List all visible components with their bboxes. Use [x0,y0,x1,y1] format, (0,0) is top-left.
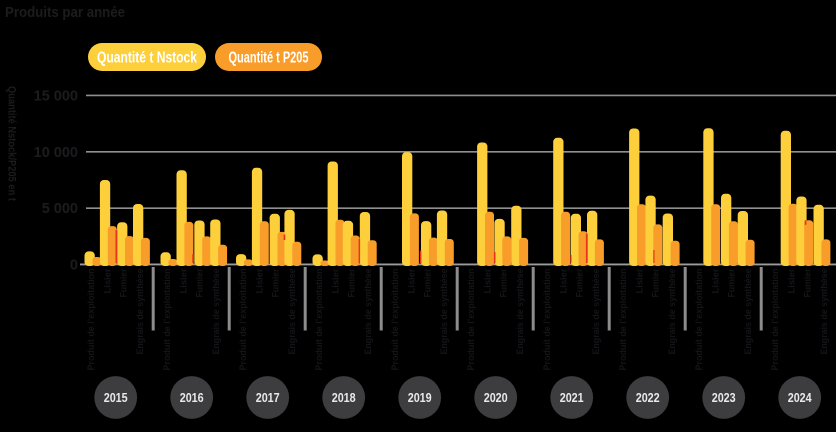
svg-text:15 000: 15 000 [34,88,78,104]
svg-text:Lisier: Lisier [406,268,417,293]
svg-text:Produit de l’exploitation: Produit de l’exploitation [86,268,97,370]
svg-text:Produit de l’exploitation: Produit de l’exploitation [770,268,781,370]
svg-text:Lisier: Lisier [558,268,569,293]
svg-text:Quantité t P205: Quantité t P205 [229,50,309,67]
svg-text:Lisier: Lisier [330,268,341,293]
svg-text:Produit de l’exploitation: Produit de l’exploitation [162,268,173,370]
svg-text:Lisier: Lisier [178,268,189,293]
svg-text:10 000: 10 000 [34,145,78,161]
svg-text:Engrais de synthèse: Engrais de synthèse [439,269,450,355]
svg-text:5 000: 5 000 [42,201,78,217]
svg-text:Lisier: Lisier [102,268,113,293]
svg-text:Fumier: Fumier [347,268,358,297]
svg-text:Engrais de synthèse: Engrais de synthèse [743,269,754,355]
svg-text:Quantité Nstock/P205 en t: Quantité Nstock/P205 en t [6,86,18,201]
svg-text:2017: 2017 [256,391,280,405]
svg-text:Fumier: Fumier [803,268,814,297]
svg-text:Fumier: Fumier [271,268,282,297]
svg-text:2020: 2020 [484,391,508,405]
svg-text:2018: 2018 [332,391,356,405]
svg-text:Fumier: Fumier [651,268,662,297]
svg-text:Engrais de synthèse: Engrais de synthèse [667,269,678,355]
svg-text:Produit de l’exploitation: Produit de l’exploitation [618,268,629,370]
svg-text:Produit de l’exploitation: Produit de l’exploitation [238,268,249,370]
svg-text:Engrais de synthèse: Engrais de synthèse [211,269,222,355]
svg-text:0: 0 [70,257,78,273]
svg-text:Fumier: Fumier [195,268,206,297]
svg-text:2015: 2015 [104,391,128,405]
svg-text:Fumier: Fumier [119,268,130,297]
svg-text:Produit de l’exploitation: Produit de l’exploitation [314,268,325,370]
svg-text:Quantité t Nstock: Quantité t Nstock [97,50,197,67]
svg-text:Engrais de synthèse: Engrais de synthèse [287,269,298,355]
svg-text:Engrais de synthèse: Engrais de synthèse [135,269,146,355]
svg-text:Lisier: Lisier [254,268,265,293]
svg-text:Fumier: Fumier [727,268,738,297]
svg-text:Produit de l’exploitation: Produit de l’exploitation [466,268,477,370]
svg-text:Fumier: Fumier [499,268,510,297]
svg-text:Lisier: Lisier [786,268,797,293]
svg-text:Engrais de synthèse: Engrais de synthèse [363,269,374,355]
svg-text:Fumier: Fumier [423,268,434,297]
svg-text:2022: 2022 [636,391,660,405]
svg-text:2019: 2019 [408,391,432,405]
svg-text:Produit de l’exploitation: Produit de l’exploitation [390,268,401,370]
svg-text:Lisier: Lisier [482,268,493,293]
svg-text:Lisier: Lisier [634,268,645,293]
svg-text:Engrais de synthèse: Engrais de synthèse [591,269,602,355]
svg-text:2023: 2023 [712,391,736,405]
svg-text:2016: 2016 [180,391,204,405]
svg-text:Engrais de synthèse: Engrais de synthèse [515,269,526,355]
svg-text:2024: 2024 [788,391,812,405]
svg-text:Engrais de synthèse: Engrais de synthèse [819,269,830,355]
svg-text:Lisier: Lisier [710,268,721,293]
svg-text:2021: 2021 [560,391,584,405]
svg-text:Produits par année: Produits par année [5,4,125,21]
svg-text:Produit de l’exploitation: Produit de l’exploitation [694,268,705,370]
svg-text:Fumier: Fumier [575,268,586,297]
svg-text:Produit de l’exploitation: Produit de l’exploitation [542,268,553,370]
